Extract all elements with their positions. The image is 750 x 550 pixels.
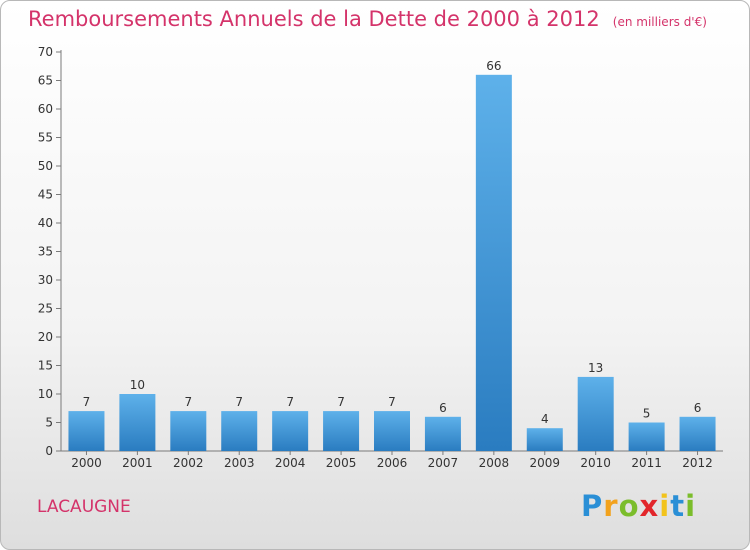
bar-2004 — [272, 411, 309, 451]
bar-2000 — [68, 411, 105, 451]
commune-name: LACAUGNE — [37, 497, 131, 517]
data-label-2008: 66 — [486, 59, 501, 73]
bar-2008 — [475, 74, 512, 452]
bar-2011 — [628, 422, 665, 451]
chart-title-block: Remboursements Annuels de la Dette de 20… — [28, 7, 707, 31]
y-tick-label: 65 — [38, 74, 53, 88]
bar-2001 — [119, 394, 156, 451]
y-tick-label: 40 — [38, 216, 53, 230]
logo-letter: r — [603, 489, 619, 523]
bar-2002 — [170, 411, 207, 451]
x-tick-label-2009: 2009 — [529, 456, 560, 470]
bar-2007 — [424, 416, 461, 451]
y-tick-label: 55 — [38, 131, 53, 145]
data-label-2002: 7 — [184, 395, 192, 409]
bar-2010 — [577, 376, 614, 451]
data-label-2006: 7 — [388, 395, 396, 409]
data-label-2009: 4 — [541, 412, 549, 426]
data-label-2005: 7 — [337, 395, 345, 409]
x-tick-label-2003: 2003 — [224, 456, 255, 470]
data-label-2011: 5 — [643, 407, 651, 421]
bar-2003 — [221, 411, 258, 451]
y-tick-label: 20 — [38, 330, 53, 344]
x-tick-label-2011: 2011 — [631, 456, 662, 470]
y-tick-label: 35 — [38, 245, 53, 259]
data-label-2000: 7 — [83, 395, 91, 409]
y-tick-label: 5 — [45, 416, 53, 430]
logo-letter: o — [618, 489, 640, 523]
logo-letter: P — [581, 489, 604, 523]
bar-2006 — [374, 411, 410, 451]
x-tick-label-2001: 2001 — [122, 456, 153, 470]
data-label-2004: 7 — [286, 395, 294, 409]
y-tick-label: 50 — [38, 159, 53, 173]
data-label-2010: 13 — [588, 361, 603, 375]
x-tick-label-2000: 2000 — [71, 456, 102, 470]
x-tick-label-2004: 2004 — [275, 456, 306, 470]
x-tick-label-2005: 2005 — [326, 456, 357, 470]
data-label-2007: 6 — [439, 401, 447, 415]
logo-letter: t — [670, 489, 686, 523]
y-tick-label: 15 — [38, 359, 53, 373]
x-tick-label-2002: 2002 — [173, 456, 204, 470]
y-tick-label: 30 — [38, 273, 53, 287]
y-tick-label: 60 — [38, 102, 53, 116]
data-label-2012: 6 — [694, 401, 702, 415]
data-label-2001: 10 — [130, 378, 145, 392]
x-tick-label-2006: 2006 — [377, 456, 408, 470]
data-label-2003: 7 — [235, 395, 243, 409]
x-tick-label-2010: 2010 — [580, 456, 611, 470]
bar-2009 — [526, 428, 563, 451]
x-tick-label-2012: 2012 — [682, 456, 713, 470]
bar-2012 — [679, 416, 716, 451]
y-tick-label: 0 — [45, 444, 53, 458]
chart-subtitle: (en milliers d'€) — [612, 15, 707, 29]
y-tick-label: 70 — [38, 45, 53, 59]
chart-title: Remboursements Annuels de la Dette de 20… — [28, 7, 600, 31]
x-tick-label-2008: 2008 — [479, 456, 510, 470]
y-tick-label: 25 — [38, 302, 53, 316]
x-tick-label-2007: 2007 — [428, 456, 459, 470]
y-tick-label: 45 — [38, 188, 53, 202]
logo-letter: i — [685, 489, 697, 523]
logo-letter: x — [639, 489, 660, 523]
logo-letter: i — [659, 489, 671, 523]
bar-2005 — [323, 411, 360, 451]
proxiti-logo: Proxiti — [581, 489, 696, 523]
y-tick-label: 10 — [38, 387, 53, 401]
